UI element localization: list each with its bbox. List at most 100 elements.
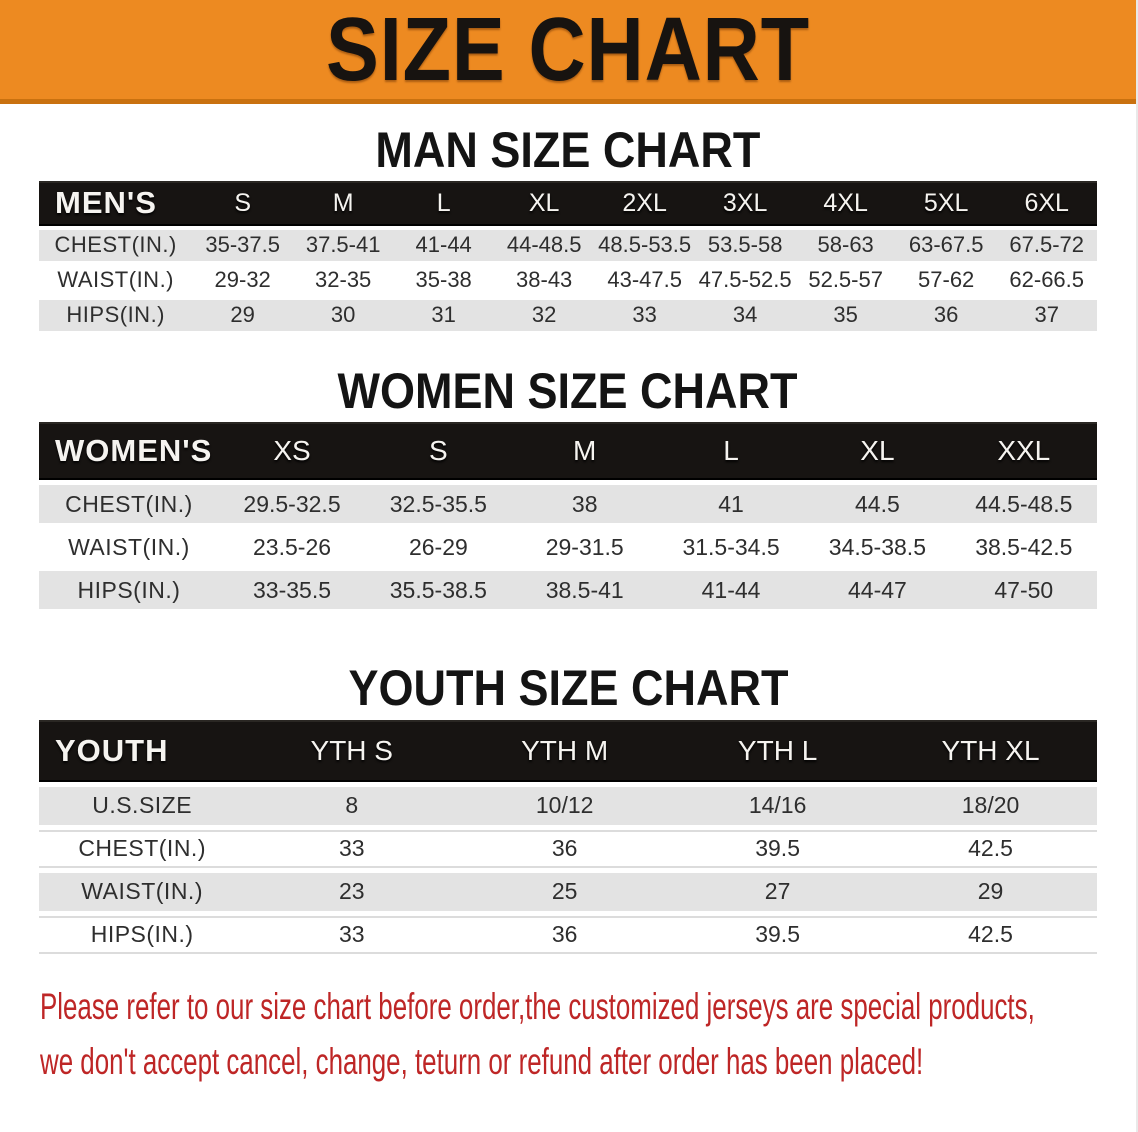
size-value-cell: 38.5-42.5 (950, 528, 1097, 566)
youth-section-heading: YOUTH SIZE CHART (0, 662, 1136, 715)
measurement-row: WAIST(IN.) 29-32 32-35 35-38 38-43 43-47.5 47.… (39, 264, 1097, 296)
size-header-row: YOUTH YTH S YTH M YTH L YTH XL (39, 719, 1097, 782)
size-value-cell: 44.5-48.5 (950, 485, 1097, 523)
size-column-header: 4XL (795, 180, 896, 226)
women-size-table: WOMEN'S XS S M L XL XXL CHEST(IN.) 29.5-32.5 32.5… (39, 417, 1097, 614)
size-value-cell: 67.5-72 (996, 229, 1097, 261)
size-value-cell: 63-67.5 (895, 229, 997, 261)
size-value-cell: 38-43 (493, 264, 595, 296)
youth-size-table: YOUTH YTH S YTH M YTH L YTH XL U.S.SIZE 8 10/12… (39, 715, 1097, 959)
size-value-cell: 31 (393, 299, 494, 331)
size-value-cell: 30 (292, 299, 394, 331)
size-column-header: L (657, 422, 805, 480)
women-section-heading-text: WOMEN SIZE CHART (338, 362, 798, 419)
section-women: WOMEN SIZE CHART WOMEN'S XS S M L XL XXL CHEST(… (0, 362, 1136, 615)
table-group-label: MEN'S (39, 180, 193, 226)
size-column-header: XL (493, 180, 595, 226)
size-value-cell: 41 (657, 485, 805, 523)
size-value-cell: 53.5-58 (694, 229, 796, 261)
size-value-cell: 33 (245, 915, 459, 954)
table-group-label: YOUTH (39, 719, 246, 782)
size-value-cell: 29-31.5 (511, 528, 658, 566)
size-value-cell: 35-37.5 (192, 229, 293, 261)
size-value-cell: 41-44 (393, 229, 494, 261)
measurement-row: U.S.SIZE 8 10/12 14/16 18/20 (39, 786, 1097, 825)
size-value-cell: 36 (895, 299, 997, 331)
size-header-row: WOMEN'S XS S M L XL XXL (39, 422, 1097, 480)
size-value-cell: 37.5-41 (292, 229, 394, 261)
measurement-row: HIPS(IN.) 33-35.5 35.5-38.5 38.5-41 41-44 44-… (39, 571, 1097, 609)
size-value-cell: 31.5-34.5 (657, 528, 805, 566)
size-value-cell: 38 (511, 485, 658, 523)
size-value-cell: 35-38 (393, 264, 494, 296)
size-value-cell: 44-47 (804, 571, 951, 609)
size-value-cell: 52.5-57 (795, 264, 896, 296)
measurement-row: WAIST(IN.) 23 25 27 29 (39, 872, 1097, 911)
size-value-cell: 33 (594, 299, 695, 331)
size-value-cell: 14/16 (671, 786, 885, 825)
row-label: CHEST(IN.) (39, 485, 219, 523)
size-value-cell: 35 (795, 299, 896, 331)
size-value-cell: 32-35 (292, 264, 394, 296)
size-header-row: MEN'S S M L XL 2XL 3XL 4XL 5XL 6XL (39, 180, 1097, 226)
women-section-heading: WOMEN SIZE CHART (0, 362, 1136, 419)
size-column-header: XS (218, 422, 366, 480)
banner: SIZE CHART (0, 0, 1136, 104)
size-value-cell: 34.5-38.5 (804, 528, 951, 566)
size-column-header: YTH M (458, 719, 672, 782)
size-value-cell: 29 (192, 299, 293, 331)
size-column-header: S (365, 422, 512, 480)
size-column-header: XL (804, 422, 951, 480)
size-column-header: YTH S (245, 719, 459, 782)
size-column-header: 5XL (895, 180, 997, 226)
size-value-cell: 33-35.5 (218, 571, 366, 609)
men-size-table: MEN'S S M L XL 2XL 3XL 4XL 5XL 6XL CHEST(IN.) 35-37… (39, 177, 1097, 335)
size-value-cell: 18/20 (884, 786, 1097, 825)
size-value-cell: 32.5-35.5 (365, 485, 512, 523)
size-value-cell: 36 (458, 829, 672, 868)
disclaimer-line-2-text: we don't accept cancel, change, teturn o… (40, 1040, 924, 1082)
row-label: WAIST(IN.) (39, 264, 193, 296)
size-value-cell: 43-47.5 (594, 264, 695, 296)
size-value-cell: 26-29 (365, 528, 512, 566)
size-column-header: YTH XL (884, 719, 1097, 782)
size-value-cell: 44-48.5 (493, 229, 595, 261)
size-column-header: M (511, 422, 658, 480)
disclaimer-line-2: we don't accept cancel, change, teturn o… (40, 1038, 1136, 1093)
size-value-cell: 34 (694, 299, 796, 331)
measurement-row: CHEST(IN.) 35-37.5 37.5-41 41-44 44-48.5 48.5… (39, 229, 1097, 261)
size-value-cell: 41-44 (657, 571, 805, 609)
disclaimer-line-1-text: Please refer to our size chart before or… (40, 985, 1035, 1027)
size-column-header: L (393, 180, 494, 226)
disclaimer-line-1: Please refer to our size chart before or… (40, 983, 1136, 1038)
size-value-cell: 42.5 (884, 829, 1097, 868)
measurement-row: CHEST(IN.) 33 36 39.5 42.5 (39, 829, 1097, 868)
size-chart-page: SIZE CHART MAN SIZE CHART MEN'S S M L XL 2XL 3… (0, 0, 1136, 1093)
size-value-cell: 25 (458, 872, 672, 911)
row-label: HIPS(IN.) (39, 299, 193, 331)
banner-title: SIZE CHART (326, 0, 810, 100)
size-value-cell: 38.5-41 (511, 571, 658, 609)
measurement-row: HIPS(IN.) 29 30 31 32 33 34 35 36 37 (39, 299, 1097, 331)
men-section-heading: MAN SIZE CHART (0, 124, 1136, 177)
disclaimer: Please refer to our size chart before or… (40, 983, 1136, 1093)
size-column-header: 6XL (996, 180, 1097, 226)
youth-section-heading-text: YOUTH SIZE CHART (347, 660, 789, 716)
size-value-cell: 57-62 (895, 264, 997, 296)
size-value-cell: 48.5-53.5 (594, 229, 695, 261)
size-value-cell: 29-32 (192, 264, 293, 296)
row-label: WAIST(IN.) (39, 528, 219, 566)
size-value-cell: 47-50 (950, 571, 1097, 609)
measurement-row: HIPS(IN.) 33 36 39.5 42.5 (39, 915, 1097, 954)
size-column-header: XXL (950, 422, 1097, 480)
size-value-cell: 42.5 (884, 915, 1097, 954)
size-value-cell: 47.5-52.5 (694, 264, 796, 296)
size-value-cell: 33 (245, 829, 459, 868)
section-men: MAN SIZE CHART MEN'S S M L XL 2XL 3XL 4XL 5XL 6XL… (0, 124, 1136, 335)
size-value-cell: 62-66.5 (996, 264, 1097, 296)
measurement-row: CHEST(IN.) 29.5-32.5 32.5-35.5 38 41 44.5 44.5… (39, 485, 1097, 523)
size-value-cell: 36 (458, 915, 672, 954)
table-group-label: WOMEN'S (39, 422, 219, 480)
size-value-cell: 27 (671, 872, 885, 911)
size-column-header: S (192, 180, 293, 226)
